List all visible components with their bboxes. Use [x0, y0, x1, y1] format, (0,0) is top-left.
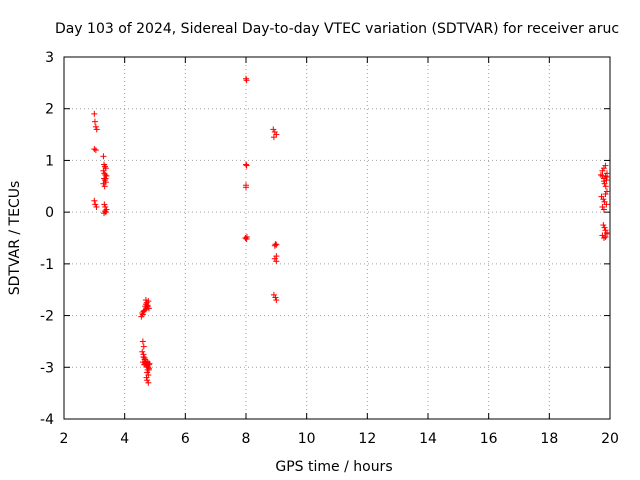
data-point: [145, 361, 152, 368]
data-point: [272, 294, 279, 301]
y-axis-label: SDTVAR / TECUs: [7, 181, 23, 296]
data-point: [91, 146, 98, 153]
data-point: [272, 241, 279, 248]
grid-lines: [64, 57, 610, 419]
data-point: [603, 177, 610, 184]
data-point: [603, 201, 610, 208]
x-tick-label: 20: [601, 431, 619, 447]
data-point: [601, 224, 608, 231]
data-point: [139, 338, 146, 345]
data-point: [100, 153, 107, 160]
data-point: [243, 162, 250, 169]
data-point: [602, 233, 609, 240]
x-tick-label: 12: [358, 431, 376, 447]
chart-title: Day 103 of 2024, Sidereal Day-to-day VTE…: [55, 21, 619, 37]
data-point: [273, 297, 280, 304]
data-point: [243, 161, 249, 168]
data-points: [91, 75, 610, 386]
data-point: [93, 203, 100, 210]
data-point: [139, 348, 146, 355]
data-point: [140, 351, 147, 358]
x-tick-label: 16: [480, 431, 498, 447]
data-point: [91, 118, 98, 125]
axis-ticks: [63, 56, 611, 420]
data-point: [100, 167, 107, 174]
data-point: [603, 230, 610, 237]
data-point: [91, 110, 98, 117]
data-point: [142, 297, 149, 304]
data-point: [101, 201, 108, 208]
data-point: [270, 134, 277, 141]
data-point: [143, 374, 150, 381]
data-point: [102, 209, 109, 216]
data-point: [602, 162, 609, 169]
data-point: [92, 123, 99, 130]
y-tick-label: -4: [40, 412, 54, 428]
data-point: [91, 197, 98, 204]
y-tick-label: -3: [40, 360, 54, 376]
data-point: [603, 188, 610, 195]
x-tick-label: 4: [120, 431, 129, 447]
data-point: [243, 184, 249, 191]
data-point: [100, 180, 107, 187]
data-point: [597, 171, 604, 178]
data-point: [243, 236, 250, 243]
x-tick-labels: 2 4 6 8 10 12 14 16 18 20: [60, 431, 619, 447]
data-point: [141, 354, 148, 361]
data-point: [602, 183, 609, 190]
data-point: [271, 242, 278, 249]
data-point: [601, 180, 608, 187]
y-tick-label: 3: [45, 50, 54, 66]
x-tick-label: 18: [540, 431, 558, 447]
x-tick-label: 6: [181, 431, 190, 447]
data-point: [92, 201, 99, 208]
y-tick-label: 1: [45, 153, 54, 169]
data-point: [243, 75, 249, 82]
data-point: [600, 206, 607, 213]
data-point: [600, 196, 607, 203]
x-tick-label: 10: [298, 431, 316, 447]
y-tick-labels: 3 2 1 0 -1 -2 -3 -4: [40, 50, 54, 428]
data-point: [242, 235, 249, 241]
y-tick-label: 2: [45, 102, 54, 118]
data-point: [92, 147, 99, 154]
data-point: [145, 379, 152, 386]
x-tick-label: 8: [242, 431, 251, 447]
data-point: [144, 366, 151, 373]
y-tick-label: -2: [40, 309, 54, 325]
y-tick-label: -1: [40, 257, 54, 273]
y-tick-label: 0: [45, 205, 54, 221]
data-point: [140, 343, 147, 350]
data-point: [243, 77, 250, 84]
data-point: [93, 126, 100, 133]
data-point: [142, 360, 149, 367]
x-tick-label: 2: [60, 431, 69, 447]
x-axis-label: GPS time / hours: [275, 459, 392, 475]
data-point: [273, 241, 280, 248]
data-point: [273, 258, 280, 265]
data-point: [146, 360, 153, 367]
plot-frame: [63, 56, 611, 420]
data-point: [102, 175, 109, 182]
data-point: [144, 377, 151, 384]
data-point: [603, 173, 610, 180]
data-point: [600, 222, 607, 229]
data-point: [144, 369, 151, 376]
data-point: [145, 305, 152, 312]
x-tick-label: 14: [419, 431, 437, 447]
data-point: [101, 183, 108, 190]
